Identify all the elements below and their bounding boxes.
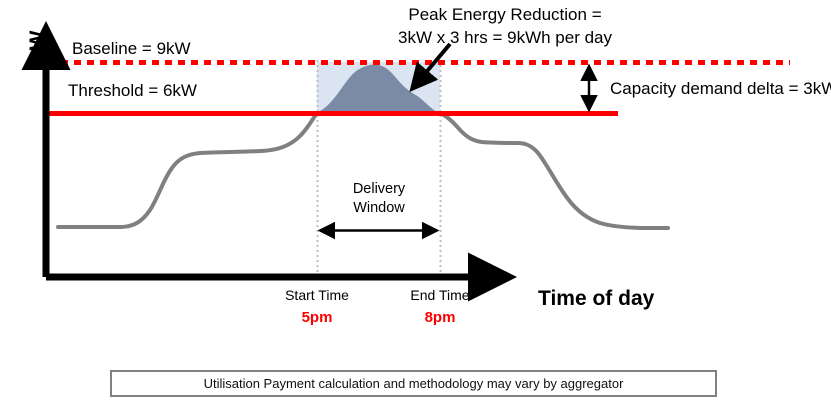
end-time-value: 8pm [424,309,456,326]
start-time-label: Start Time [285,287,349,303]
footnote-box: Utilisation Payment calculation and meth… [110,370,717,397]
peak-reduction-callout-arrow [409,42,452,93]
baseline-label: Baseline = 9kW [72,39,191,58]
footnote-text: Utilisation Payment calculation and meth… [203,376,624,391]
x-axis-title: Time of day [538,287,655,310]
y-axis-title: kW [26,30,49,63]
threshold-label: Threshold = 6kW [68,81,197,100]
demand-curve-right [438,111,670,230]
peak-reduction-annotation-line1: Peak Energy Reduction = [408,5,602,24]
start-time-value: 5pm [301,309,333,326]
end-time-label: End Time [410,287,470,303]
peak-reduction-annotation-line2: 3kW x 3 hrs = 9kWh per day [398,28,612,47]
peak-reduction-area [316,64,441,114]
delivery-window-label-line1: Delivery [352,181,406,197]
demand-curve-left [56,111,319,229]
capacity-demand-delta-label: Capacity demand delta = 3kW [610,79,831,98]
delivery-window-label-line2: Window [353,200,405,216]
